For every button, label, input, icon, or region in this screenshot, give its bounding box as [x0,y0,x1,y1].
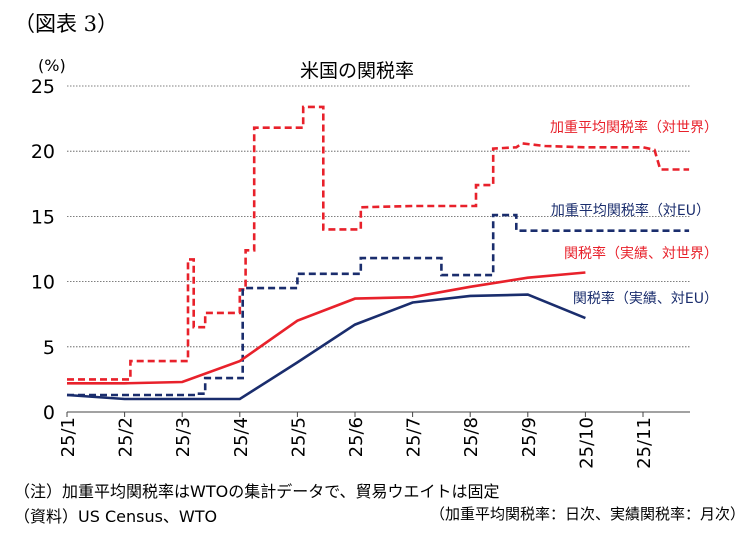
x-tick-label: 25/11 [634,417,655,469]
y-tick-label: 15 [31,206,55,228]
x-tick-label: 25/9 [519,417,540,457]
y-tick-label: 20 [31,141,55,163]
world-weighted-avg-line [67,105,690,381]
eu-weighted-avg-line [67,213,690,397]
x-tick-label: 25/5 [288,417,309,457]
chart-source: （資料）US Census、WTO [14,507,218,526]
y-tick-label: 10 [31,272,55,294]
figure-label: （図表 3） [14,12,119,36]
series-label-world-weighted: 加重平均関税率（対世界） [550,119,718,136]
eu-actual-line [66,293,586,401]
y-tick-label: 0 [43,402,55,424]
y-tick-label: 5 [43,337,55,359]
world-actual-line [67,271,586,385]
x-tick-label: 25/3 [173,417,194,457]
x-tick-label: 25/8 [461,417,482,457]
chart-frequency-note: （加重平均関税率：日次、実績関税率：月次） [430,505,746,523]
y-axis-unit-label: (%) [38,56,66,75]
x-tick-label: 25/6 [346,417,367,457]
x-tick-label: 25/1 [58,417,79,457]
x-tick-label: 25/10 [576,417,597,469]
series-label-eu-weighted: 加重平均関税率（対EU） [551,202,710,219]
x-tick-label: 25/7 [404,417,425,457]
chart-note: （注）加重平均関税率はWTOの集計データで、貿易ウエイトは固定 [14,482,500,501]
y-tick-label: 25 [31,76,55,98]
x-tick-label: 25/2 [116,417,137,457]
chart-title: 米国の関税率 [300,60,415,82]
series-label-world-actual: 関税率（実績、対世界） [564,245,718,262]
series-label-eu-actual: 関税率（実績、対EU） [573,290,718,307]
x-tick-label: 25/4 [231,417,252,457]
